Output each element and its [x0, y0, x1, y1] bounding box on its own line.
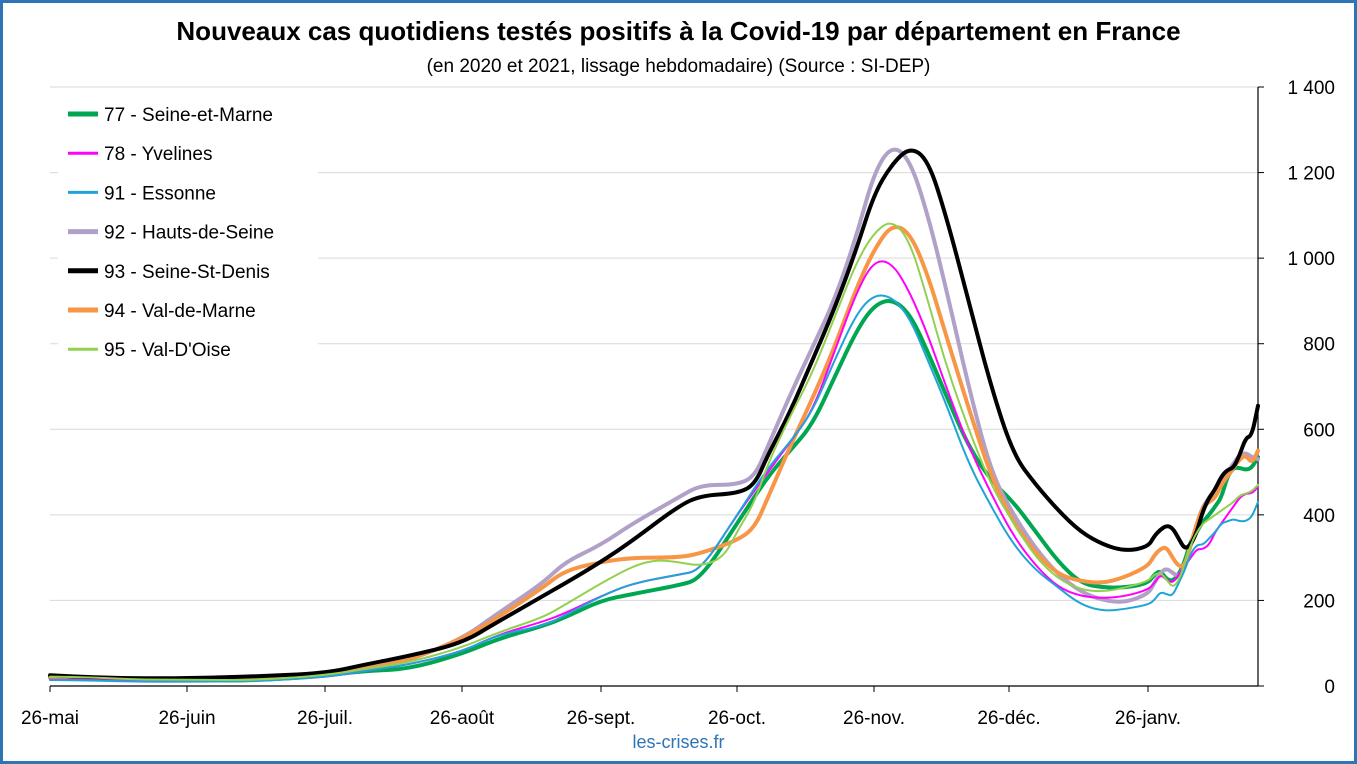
legend-label: 94 - Val-de-Marne [104, 301, 256, 322]
legend-label: 95 - Val-D'Oise [104, 340, 231, 361]
x-tick-label: 26-juil. [297, 708, 353, 729]
legend-label: 93 - Seine-St-Denis [104, 262, 270, 283]
legend-label: 77 - Seine-et-Marne [104, 105, 273, 126]
axes: 0 200 400 600 800 1 000 1 200 1 400 26-mai 26-jui… [21, 78, 1335, 729]
x-tick-label: 26-mai [21, 708, 79, 729]
legend-label: 78 - Yvelines [104, 144, 212, 165]
y-tick-label: 0 [1324, 677, 1335, 698]
x-tick-label: 26-nov. [843, 708, 905, 729]
y-tick-label: 1 000 [1287, 249, 1335, 270]
chart-title: Nouveaux cas quotidiens testés positifs … [176, 16, 1181, 46]
y-tick-label: 1 200 [1287, 164, 1335, 185]
x-tick-label: 26-janv. [1115, 708, 1181, 729]
series-line-6 [49, 222, 1259, 682]
x-tick-label: 26-juin [158, 708, 215, 729]
legend-label: 91 - Essonne [104, 183, 216, 204]
x-tick-label: 26-oct. [708, 708, 766, 729]
source-note: les-crises.fr [632, 732, 725, 752]
y-tick-label: 800 [1303, 335, 1335, 356]
legend-box [58, 95, 318, 370]
y-tick-label: 600 [1303, 420, 1335, 441]
chart-subtitle: (en 2020 et 2021, lissage hebdomadaire) … [426, 56, 931, 77]
x-tick-label: 26-déc. [977, 708, 1040, 729]
series-line-2 [49, 294, 1259, 683]
y-tick-label: 1 400 [1287, 78, 1335, 99]
legend-label: 92 - Hauts-de-Seine [104, 223, 274, 244]
series-line-4 [48, 148, 1260, 681]
y-tick-label: 200 [1303, 591, 1335, 612]
x-tick-label: 26-août [430, 708, 495, 729]
x-tick-label: 26-sept. [567, 708, 636, 729]
legend: 77 - Seine-et-Marne 78 - Yvelines 91 - Ess… [58, 95, 318, 370]
series-lines [48, 147, 1260, 683]
y-tick-label: 400 [1303, 506, 1335, 527]
